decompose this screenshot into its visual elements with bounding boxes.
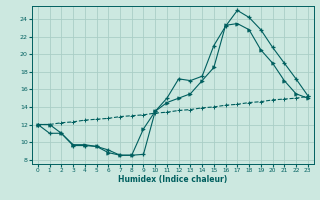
X-axis label: Humidex (Indice chaleur): Humidex (Indice chaleur): [118, 175, 228, 184]
